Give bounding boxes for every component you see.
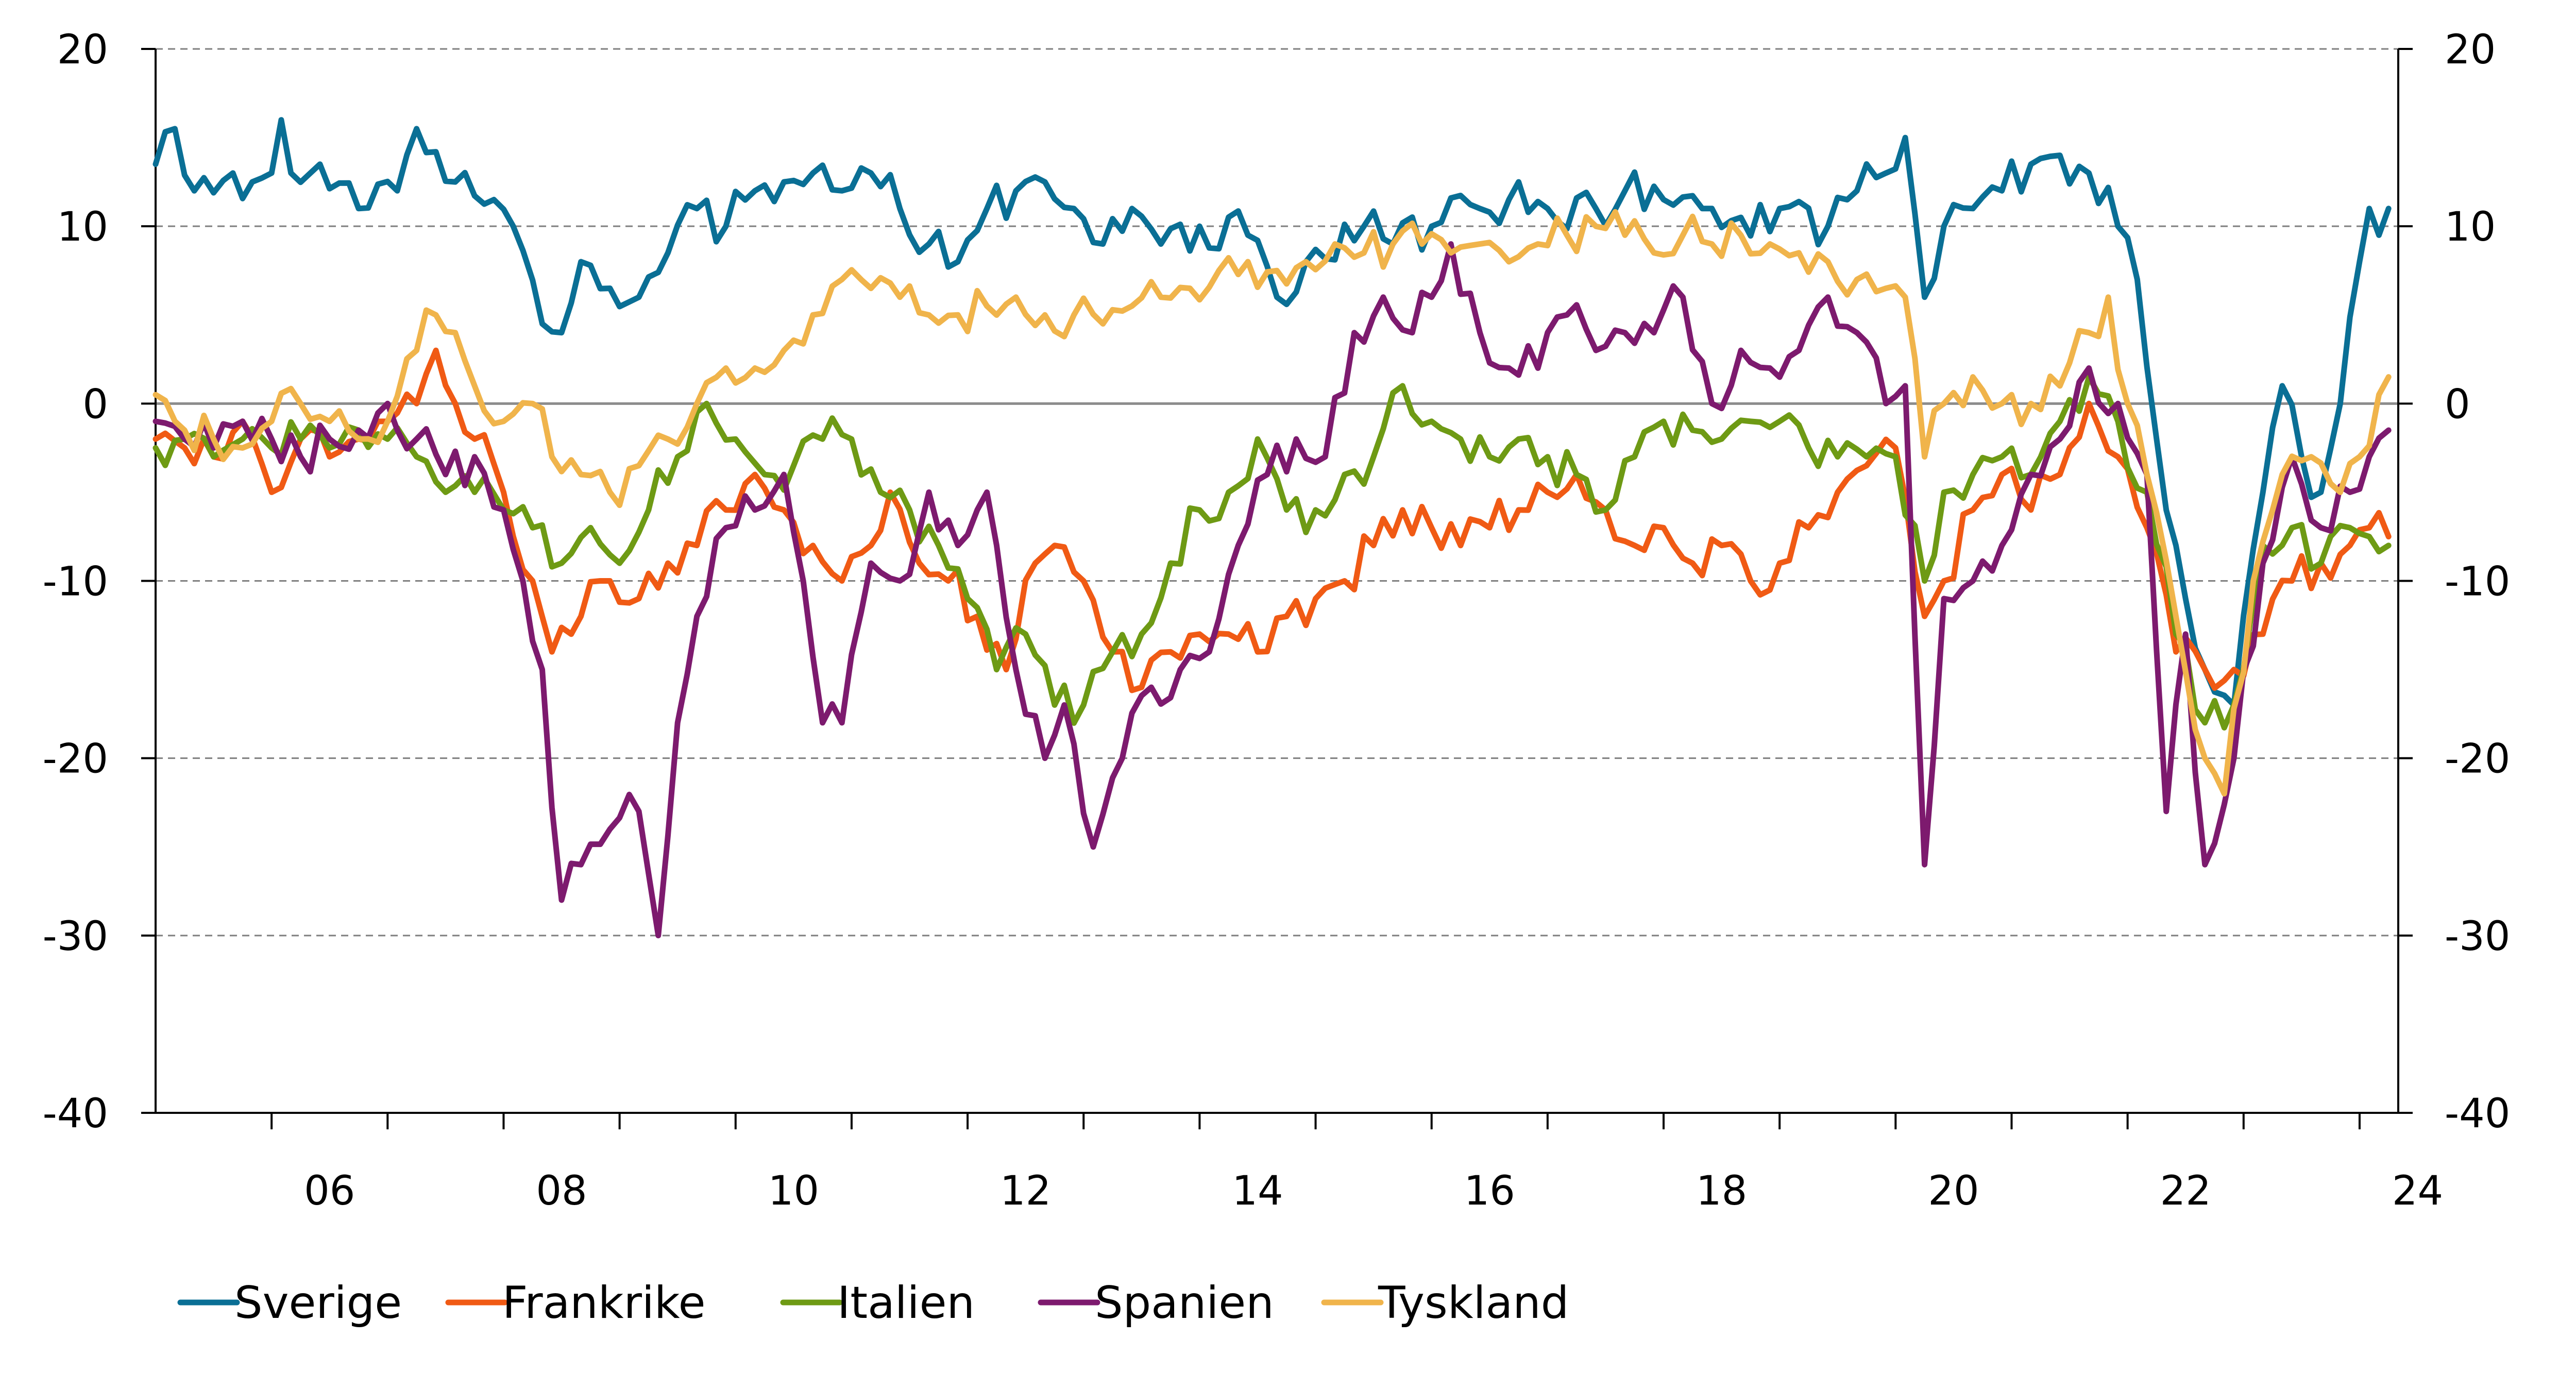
y-tick-label-left: 0 — [82, 381, 108, 428]
x-tick-label: 08 — [536, 1168, 587, 1214]
y-tick-label-left: 10 — [57, 204, 108, 250]
x-tick-label: 10 — [768, 1168, 819, 1214]
x-tick-label: 22 — [2160, 1168, 2211, 1214]
series-line-sverige — [152, 117, 2392, 708]
tick-labels: 20 20 10 10 0 0 -10 -10 -20 -20 -30 -30 -40 -40 06 08 10… — [43, 27, 2511, 1214]
series-lines — [152, 117, 2392, 939]
legend-label: Spanien — [1095, 1277, 1274, 1329]
y-tick-label-left: -20 — [43, 736, 108, 783]
legend-label: Sverige — [234, 1277, 402, 1329]
x-tick-label: 18 — [1696, 1168, 1747, 1214]
y-tick-label-left: 20 — [57, 27, 108, 73]
series-line-tyskland — [152, 209, 2392, 797]
legend-item-tyskland: Tyskland — [1321, 1277, 1569, 1329]
y-tick-label-right: -10 — [2445, 559, 2510, 605]
y-tick-label-left: -40 — [43, 1091, 108, 1137]
y-tick-label-right: -30 — [2445, 913, 2510, 960]
y-tick-label-right: 20 — [2445, 27, 2496, 73]
legend-label: Tyskland — [1378, 1277, 1569, 1329]
legend-label: Frankrike — [502, 1277, 705, 1329]
legend: Sverige Frankrike Italien Spanien Tyskland — [177, 1277, 1569, 1329]
x-tick-label: 24 — [2392, 1168, 2443, 1214]
series-line-italien — [152, 374, 2392, 731]
x-tick-label: 12 — [1000, 1168, 1051, 1214]
series-line-spanien — [152, 241, 2392, 939]
legend-item-spanien: Spanien — [1038, 1277, 1274, 1329]
series-line-frankrike — [152, 347, 2392, 693]
y-tick-label-right: 0 — [2445, 381, 2470, 428]
legend-label: Italien — [837, 1277, 975, 1329]
legend-item-frankrike: Frankrike — [445, 1277, 705, 1329]
legend-item-italien: Italien — [780, 1277, 975, 1329]
axes — [141, 48, 2413, 1129]
y-tick-label-left: -30 — [43, 913, 108, 960]
x-tick-label: 06 — [304, 1168, 355, 1214]
y-tick-label-right: -40 — [2445, 1091, 2510, 1137]
y-tick-label-right: 10 — [2445, 204, 2496, 250]
y-tick-label-right: -20 — [2445, 736, 2510, 783]
y-tick-label-left: -10 — [43, 559, 108, 605]
legend-item-sverige: Sverige — [177, 1277, 402, 1329]
x-tick-label: 20 — [1928, 1168, 1979, 1214]
x-tick-label: 16 — [1464, 1168, 1515, 1214]
x-tick-label: 14 — [1232, 1168, 1283, 1214]
